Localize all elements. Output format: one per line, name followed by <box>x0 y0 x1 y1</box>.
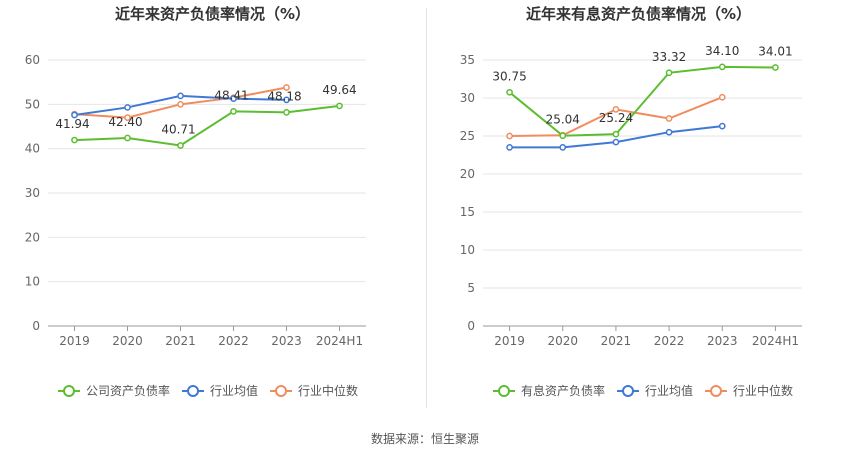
chart-right: 近年来有息资产负债率情况（%） 0 5 10 15 20 25 30 35 2019 2020 20… <box>427 0 850 410</box>
legend-marker <box>710 385 723 397</box>
data-label: 25.24 <box>599 111 633 125</box>
chart-title: 近年来资产负债率情况（%） <box>114 5 311 23</box>
data-point-company <box>230 108 237 115</box>
legend-label: 行业中位数 <box>298 383 358 398</box>
y-tick-label: 20 <box>460 167 475 181</box>
chart-title: 近年来有息资产负债率情况（%） <box>525 5 752 23</box>
y-tick-label: 5 <box>467 281 475 295</box>
source-footer: 数据来源：恒生聚源 <box>370 432 479 446</box>
data-point-avg <box>665 128 673 136</box>
series-line-company <box>508 65 776 137</box>
data-point-avg <box>71 111 78 119</box>
legend-label: 行业均值 <box>210 383 258 398</box>
y-tick-label: 30 <box>25 186 40 200</box>
y-tick-label: 60 <box>25 53 40 67</box>
x-tick-label: 2021 <box>165 334 196 348</box>
data-point-avg <box>177 92 184 100</box>
y-tick-label: 10 <box>460 243 475 257</box>
y-tick-label: 20 <box>25 230 40 244</box>
data-point-avg <box>718 122 726 130</box>
x-tick-label: 2024H1 <box>316 334 363 348</box>
legend-label: 有息资产负债率 <box>521 383 605 398</box>
legend-label: 行业均值 <box>645 383 693 398</box>
y-tick-label: 0 <box>467 319 475 333</box>
y-tick-label: 50 <box>25 97 40 111</box>
x-tick-label: 2021 <box>601 334 632 348</box>
data-point-median <box>718 93 726 101</box>
data-label: 48.18 <box>267 89 301 103</box>
data-point-median <box>283 84 290 91</box>
legend-marker <box>187 385 200 397</box>
data-label: 30.75 <box>492 69 526 83</box>
data-point-median <box>177 100 184 108</box>
data-point-avg <box>506 144 513 151</box>
data-label: 41.94 <box>55 117 89 131</box>
data-point-avg <box>124 104 131 111</box>
x-tick-label: 2023 <box>271 334 302 348</box>
x-tick-label: 2023 <box>707 334 738 348</box>
chart-left: 近年来资产负债率情况（%） 0 10 20 30 40 50 60 2019 2020 2021 2… <box>0 0 425 410</box>
data-point-company <box>177 142 184 149</box>
legend-marker <box>622 385 635 397</box>
y-tick-label: 0 <box>32 319 40 333</box>
data-point-median <box>124 114 131 121</box>
data-point-median <box>665 115 673 122</box>
x-tick-label: 2024H1 <box>752 334 799 348</box>
data-label: 48.41 <box>214 88 248 102</box>
data-label: 40.71 <box>161 123 195 137</box>
data-label: 34.10 <box>705 44 739 58</box>
legend-marker <box>275 385 288 397</box>
y-tick-label: 10 <box>25 275 40 289</box>
data-point-avg <box>283 96 290 104</box>
data-point-avg <box>559 144 567 151</box>
y-tick-label: 40 <box>25 142 40 156</box>
legend-label: 行业中位数 <box>733 383 793 398</box>
legend-marker <box>498 385 510 397</box>
chart-right-plot: 0 5 10 15 20 25 30 35 2019 2020 2021 2022 2023 2024H1… <box>460 44 802 398</box>
x-tick-label: 2020 <box>112 334 143 348</box>
data-point-median <box>612 106 620 113</box>
data-point-company <box>283 109 290 116</box>
data-point-company <box>665 69 673 77</box>
data-label: 34.01 <box>758 45 792 59</box>
data-point-company <box>718 63 726 71</box>
data-label: 25.04 <box>546 113 580 127</box>
panel-divider <box>426 8 427 408</box>
data-point-company <box>336 102 343 110</box>
legend-marker <box>63 385 75 397</box>
data-point-avg <box>612 138 620 146</box>
data-point-median <box>506 132 513 140</box>
data-point-company <box>71 136 78 144</box>
x-tick-label: 2022 <box>654 334 685 348</box>
data-point-company <box>612 130 620 138</box>
data-point-company <box>124 134 131 142</box>
series-line-company <box>74 104 340 147</box>
data-label: 49.64 <box>322 83 356 97</box>
x-tick-label: 2022 <box>218 334 249 348</box>
y-tick-label: 35 <box>460 53 475 67</box>
legend-label: 公司资产负债率 <box>86 383 170 398</box>
data-point-company <box>506 88 513 96</box>
x-tick-label: 2019 <box>494 334 525 348</box>
data-label: 42.40 <box>108 115 142 129</box>
data-point-avg <box>230 95 237 102</box>
y-tick-label: 25 <box>460 129 475 143</box>
y-tick-label: 30 <box>460 91 475 105</box>
data-label: 33.32 <box>652 50 686 64</box>
data-point-company <box>772 64 779 71</box>
y-tick-label: 15 <box>460 205 475 219</box>
x-tick-label: 2019 <box>59 334 90 348</box>
x-tick-label: 2020 <box>547 334 578 348</box>
data-point-company <box>559 132 567 140</box>
chart-left-plot: 0 10 20 30 40 50 60 2019 2020 2021 2022 2023 2024H1 4… <box>25 53 366 398</box>
